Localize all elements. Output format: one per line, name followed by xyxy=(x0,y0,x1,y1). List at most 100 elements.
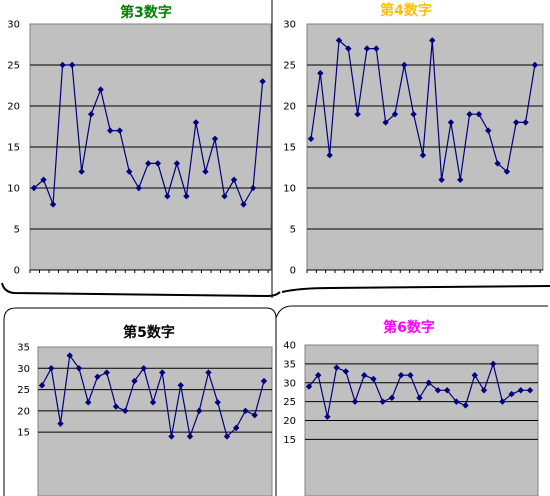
data-point xyxy=(233,424,240,432)
data-point xyxy=(419,152,427,159)
data-point xyxy=(499,398,506,405)
title-background xyxy=(108,4,184,21)
data-point xyxy=(168,433,175,440)
data-point xyxy=(223,433,231,440)
data-point xyxy=(196,407,203,415)
data-point xyxy=(140,365,147,372)
data-point xyxy=(407,372,414,379)
data-point xyxy=(361,372,368,379)
data-point xyxy=(202,168,209,175)
data-point xyxy=(363,45,371,52)
data-point xyxy=(425,379,432,386)
data-point xyxy=(333,364,340,371)
data-point xyxy=(85,399,92,406)
data-point xyxy=(429,37,436,44)
y-tick-label: 30 xyxy=(17,364,30,375)
chart-title: 第6数字 xyxy=(383,319,435,336)
y-tick-label: 10 xyxy=(283,184,296,195)
data-point xyxy=(145,160,152,167)
data-point xyxy=(97,86,104,93)
data-point xyxy=(259,78,266,85)
data-point xyxy=(131,377,138,385)
data-point xyxy=(159,369,166,376)
data-point xyxy=(122,407,129,415)
y-tick-label: 25 xyxy=(17,385,30,396)
data-point xyxy=(447,119,455,126)
data-point xyxy=(78,168,85,175)
data-point xyxy=(87,111,95,118)
data-point xyxy=(94,373,101,380)
data-point xyxy=(38,382,46,389)
data-point xyxy=(373,45,380,52)
chart-title: 第3数字 xyxy=(120,4,172,21)
panel-frame-bottom-left xyxy=(3,307,277,496)
chart-3: 15 20 25 30 35 第5数字 xyxy=(17,324,273,496)
data-point xyxy=(401,61,408,69)
data-point xyxy=(508,390,515,398)
data-point xyxy=(48,365,55,372)
y-tick-label: 15 xyxy=(283,143,296,154)
data-point xyxy=(307,135,315,142)
y-tick-label: 20 xyxy=(7,102,20,113)
data-point xyxy=(438,176,445,183)
data-point xyxy=(249,184,257,192)
data-point xyxy=(57,420,64,427)
y-tick-label: 15 xyxy=(7,143,20,154)
data-point xyxy=(388,394,396,402)
data-point xyxy=(317,70,324,77)
data-point xyxy=(242,407,249,415)
data-point xyxy=(230,176,238,183)
data-point xyxy=(183,193,190,200)
data-point xyxy=(370,375,377,383)
y-tick-label: 0 xyxy=(290,266,296,277)
data-point xyxy=(112,403,120,410)
y-tick-label: 40 xyxy=(283,341,296,352)
data-point xyxy=(59,61,66,69)
chart-title: 第4数字 xyxy=(380,2,432,19)
data-point xyxy=(126,168,133,175)
y-tick-label: 0 xyxy=(14,266,20,277)
y-tick-label: 35 xyxy=(17,343,30,354)
data-point xyxy=(457,176,464,183)
data-point xyxy=(480,387,488,394)
data-point xyxy=(251,411,258,419)
data-point xyxy=(135,184,142,192)
y-tick-label: 30 xyxy=(283,378,296,389)
data-point xyxy=(531,61,539,69)
chart-title: 第5数字 xyxy=(123,324,175,341)
data-point xyxy=(30,184,38,192)
chart-4: 15 20 25 30 35 40 第6数字 xyxy=(283,319,539,496)
data-point xyxy=(335,37,343,44)
data-point xyxy=(391,111,399,118)
data-point xyxy=(382,119,389,126)
data-point xyxy=(221,193,228,200)
data-point xyxy=(103,369,110,376)
data-point xyxy=(485,127,492,134)
y-tick-label: 15 xyxy=(283,435,296,446)
data-point xyxy=(205,369,212,376)
y-tick-label: 20 xyxy=(283,102,296,113)
data-point xyxy=(513,119,520,126)
y-tick-label: 15 xyxy=(17,428,30,439)
data-point xyxy=(443,387,451,394)
data-point xyxy=(116,127,123,134)
y-tick-label: 20 xyxy=(17,406,30,417)
data-point xyxy=(214,399,221,406)
panel-bracket-left xyxy=(1,282,281,298)
data-point xyxy=(154,160,162,167)
chart-2: 0 5 10 15 20 25 30 第4数字 xyxy=(283,2,544,277)
data-point xyxy=(240,201,247,208)
data-point xyxy=(462,402,469,409)
data-point xyxy=(522,119,529,126)
chart-1: 0 5 10 15 20 25 30 第3数字 xyxy=(7,4,272,277)
panel-bracket-right xyxy=(281,285,550,293)
data-point xyxy=(149,399,157,406)
plot-area xyxy=(37,346,273,496)
data-point xyxy=(503,168,511,175)
data-point xyxy=(517,387,525,394)
data-point xyxy=(66,352,73,359)
y-tick-label: 25 xyxy=(7,61,20,72)
data-point xyxy=(68,61,76,69)
data-point xyxy=(40,176,47,183)
